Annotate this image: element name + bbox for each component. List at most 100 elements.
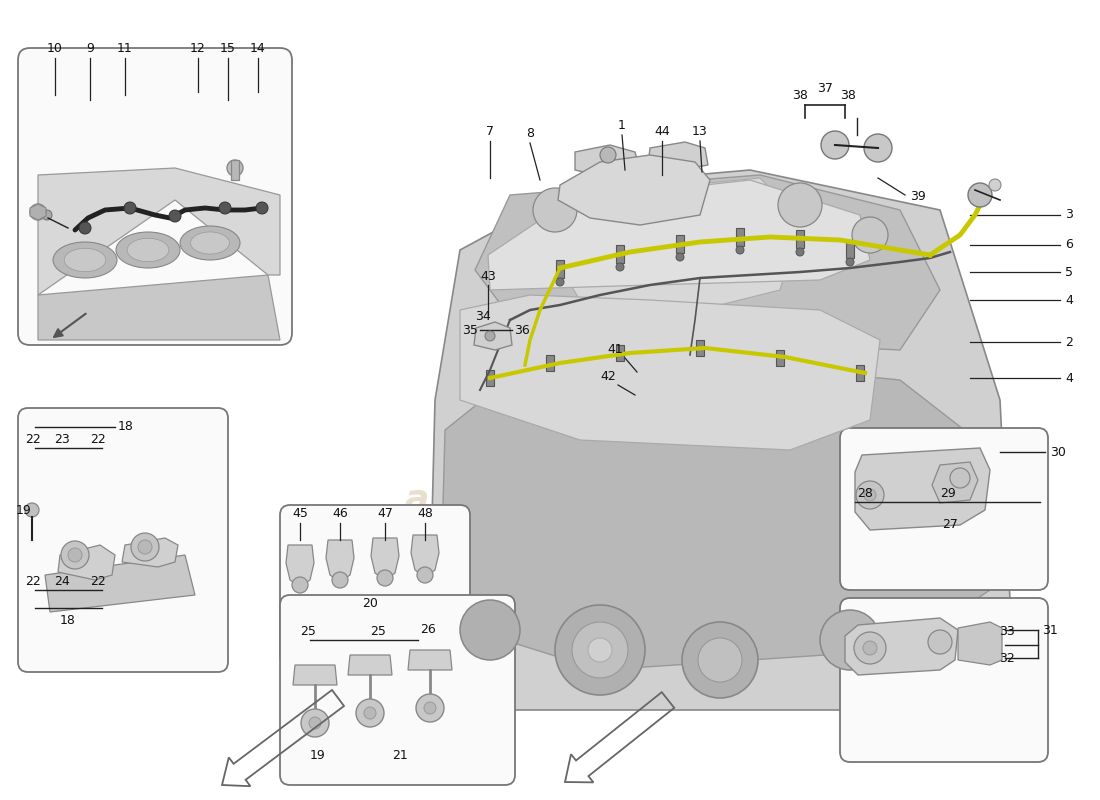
Text: 48: 48	[417, 507, 433, 520]
Circle shape	[864, 489, 876, 501]
Circle shape	[68, 548, 82, 562]
Circle shape	[588, 638, 612, 662]
Circle shape	[864, 641, 877, 655]
Text: 20: 20	[362, 597, 378, 610]
Polygon shape	[440, 360, 990, 670]
Text: 1: 1	[618, 119, 626, 132]
Polygon shape	[488, 180, 870, 290]
Text: 18: 18	[60, 614, 76, 627]
Text: 25: 25	[370, 625, 386, 638]
Circle shape	[846, 258, 854, 266]
Text: 22: 22	[90, 433, 106, 446]
Circle shape	[416, 694, 444, 722]
Polygon shape	[474, 322, 512, 350]
Text: 43: 43	[480, 270, 496, 283]
Circle shape	[854, 632, 886, 664]
Circle shape	[309, 717, 321, 729]
Ellipse shape	[64, 248, 106, 272]
Circle shape	[682, 622, 758, 698]
Text: 30: 30	[1050, 446, 1066, 458]
Polygon shape	[30, 204, 46, 220]
Text: 45: 45	[293, 507, 308, 520]
Circle shape	[227, 160, 243, 176]
Circle shape	[124, 202, 136, 214]
Text: 34: 34	[475, 310, 491, 323]
Text: 15: 15	[220, 42, 235, 55]
Polygon shape	[348, 655, 392, 675]
Circle shape	[989, 179, 1001, 191]
Ellipse shape	[116, 232, 180, 268]
Text: 35: 35	[462, 323, 478, 337]
Text: 47: 47	[377, 507, 393, 520]
Text: 38: 38	[792, 89, 807, 102]
Circle shape	[424, 702, 436, 714]
Circle shape	[852, 217, 888, 253]
Circle shape	[556, 605, 645, 695]
Circle shape	[364, 707, 376, 719]
Circle shape	[572, 622, 628, 678]
Text: 6: 6	[1065, 238, 1072, 251]
Text: 36: 36	[514, 323, 530, 337]
Text: 32: 32	[999, 652, 1015, 665]
Text: 27: 27	[942, 518, 958, 531]
Text: 22: 22	[90, 575, 106, 588]
Text: 11: 11	[117, 42, 133, 55]
Text: 22: 22	[25, 433, 41, 446]
Text: 8: 8	[526, 127, 534, 140]
Bar	[556, 260, 564, 278]
Bar	[486, 370, 494, 386]
Polygon shape	[845, 618, 958, 675]
Polygon shape	[556, 178, 800, 310]
Circle shape	[301, 709, 329, 737]
Text: 31: 31	[1042, 623, 1058, 637]
Bar	[796, 230, 804, 248]
Circle shape	[131, 533, 160, 561]
Polygon shape	[430, 170, 1010, 710]
Circle shape	[417, 567, 433, 583]
Circle shape	[60, 541, 89, 569]
Circle shape	[485, 331, 495, 341]
Polygon shape	[39, 168, 280, 295]
Polygon shape	[958, 622, 1002, 665]
Polygon shape	[293, 665, 337, 685]
Polygon shape	[408, 650, 452, 670]
Text: 42: 42	[601, 370, 616, 383]
FancyBboxPatch shape	[280, 595, 515, 785]
Text: 21: 21	[392, 749, 408, 762]
FancyBboxPatch shape	[18, 48, 292, 345]
Circle shape	[377, 570, 393, 586]
Circle shape	[821, 131, 849, 159]
Polygon shape	[45, 555, 195, 612]
Bar	[846, 240, 854, 258]
Ellipse shape	[180, 226, 240, 260]
Polygon shape	[932, 462, 978, 503]
Text: 38: 38	[840, 89, 856, 102]
Circle shape	[736, 246, 744, 254]
Text: 19: 19	[16, 503, 32, 517]
Circle shape	[698, 638, 742, 682]
Text: 14: 14	[250, 42, 266, 55]
Text: 37: 37	[817, 82, 833, 95]
Text: 22: 22	[25, 575, 41, 588]
Circle shape	[676, 253, 684, 261]
Polygon shape	[855, 448, 990, 530]
Polygon shape	[39, 275, 280, 340]
Circle shape	[616, 263, 624, 271]
Text: 23: 23	[54, 433, 70, 446]
Circle shape	[928, 630, 952, 654]
Circle shape	[332, 572, 348, 588]
Text: 24: 24	[54, 575, 70, 588]
FancyBboxPatch shape	[280, 505, 470, 665]
Circle shape	[820, 610, 880, 670]
Text: 7: 7	[486, 125, 494, 138]
FancyBboxPatch shape	[840, 428, 1048, 590]
Polygon shape	[460, 295, 880, 450]
Text: 10: 10	[47, 42, 63, 55]
Polygon shape	[411, 535, 439, 577]
Bar	[616, 245, 624, 263]
Circle shape	[534, 188, 578, 232]
Text: 9: 9	[86, 42, 94, 55]
Ellipse shape	[53, 242, 117, 278]
Polygon shape	[575, 145, 640, 178]
FancyBboxPatch shape	[18, 408, 228, 672]
